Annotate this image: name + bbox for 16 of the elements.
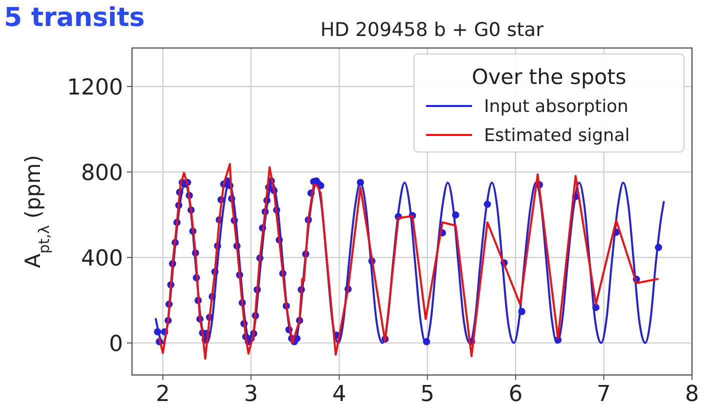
x-tick-label: 5 [420, 382, 434, 407]
x-tick-label: 2 [156, 382, 170, 407]
y-tick-label: 0 [109, 332, 123, 357]
legend-label: Input absorption [484, 97, 628, 117]
x-tick-label: 4 [332, 382, 346, 407]
x-tick-label: 6 [508, 382, 523, 407]
x-tick-label: 7 [596, 382, 611, 407]
chart-title: HD 209458 b + G0 star [320, 19, 544, 41]
legend-title: Over the spots [472, 65, 626, 89]
text: 5 transits [4, 3, 145, 33]
y-tick-label: 1200 [67, 75, 123, 100]
x-tick-label: 8 [685, 382, 699, 407]
x-tick-label: 3 [244, 382, 258, 407]
y-tick-label: 400 [81, 246, 123, 272]
y-tick-label: 800 [81, 160, 123, 186]
legend-label: Estimated signal [484, 126, 630, 146]
